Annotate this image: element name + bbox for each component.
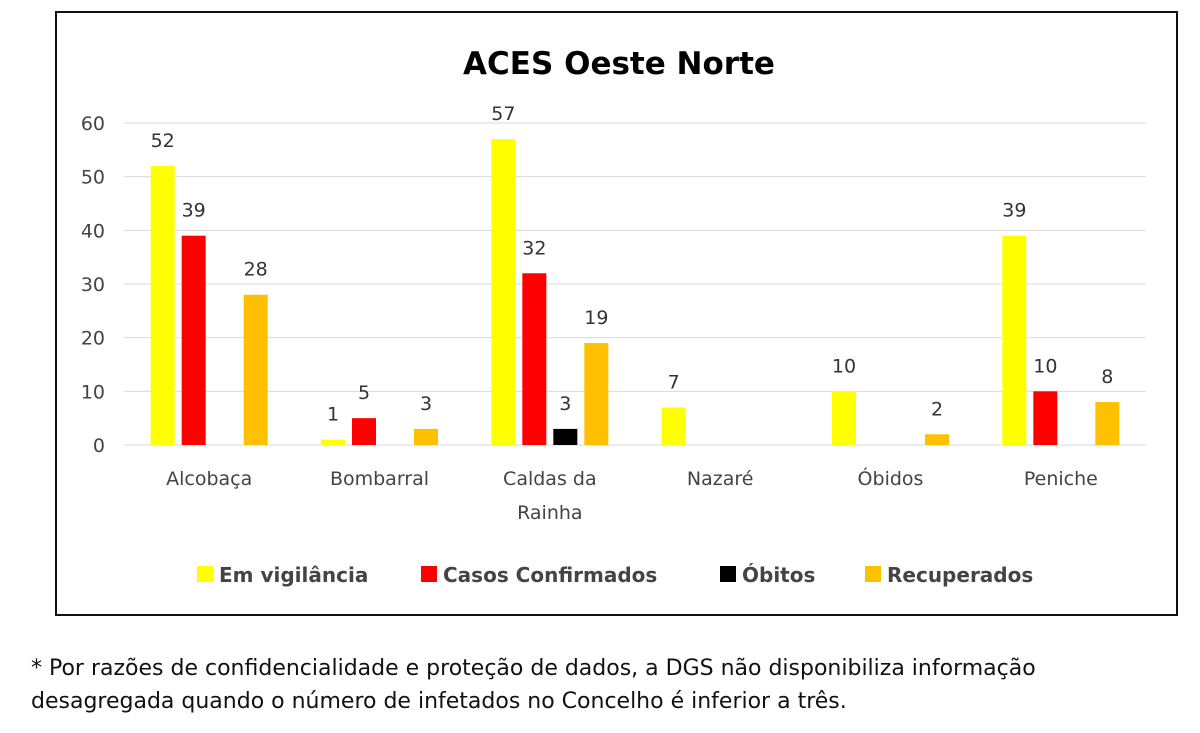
bar bbox=[352, 418, 376, 445]
bar bbox=[1095, 402, 1120, 445]
data-label: 57 bbox=[491, 103, 515, 125]
y-tick-label: 50 bbox=[81, 167, 105, 189]
bar bbox=[925, 434, 949, 445]
gridlines bbox=[124, 122, 1146, 446]
footnote-line-2: desagregada quando o número de infetados… bbox=[31, 689, 847, 714]
x-tick-label: Rainha bbox=[517, 502, 582, 524]
bar bbox=[491, 139, 516, 445]
bar bbox=[181, 235, 206, 445]
data-label: 19 bbox=[584, 307, 608, 329]
data-labels: 52 39 28 15 3 57 32 3 19 7 10 2 39 10 8 bbox=[151, 103, 1114, 426]
y-tick-label: 40 bbox=[81, 220, 105, 242]
x-tick-label: Peniche bbox=[1024, 468, 1098, 490]
x-tick-label: Nazaré bbox=[687, 468, 754, 490]
data-label: 32 bbox=[522, 237, 546, 259]
bar bbox=[1002, 235, 1027, 445]
data-label: 7 bbox=[668, 371, 680, 393]
y-tick-label: 30 bbox=[81, 274, 105, 296]
x-tick-label: Bombarral bbox=[330, 468, 429, 490]
y-tick-label: 0 bbox=[93, 435, 105, 457]
legend-swatch bbox=[197, 566, 213, 582]
bar bbox=[414, 428, 438, 445]
data-label: 10 bbox=[832, 355, 856, 377]
legend-label: Recuperados bbox=[887, 563, 1033, 587]
x-tick-label: Óbidos bbox=[858, 466, 924, 490]
bar bbox=[1033, 391, 1058, 445]
data-label: 10 bbox=[1033, 355, 1057, 377]
bars bbox=[150, 139, 1120, 445]
legend: Em vigilância Casos Confirmados Óbitos Recu… bbox=[197, 563, 1033, 587]
chart-frame: ACES Oeste Norte 0 10 20 30 40 50 60 52 39 28 1 5 3… bbox=[55, 11, 1178, 616]
footnote-line-1: * Por razões de confidencialidade e prot… bbox=[31, 656, 1036, 681]
data-label: 8 bbox=[1101, 366, 1113, 388]
legend-swatch bbox=[865, 566, 881, 582]
y-tick-label: 10 bbox=[81, 381, 105, 403]
bar bbox=[243, 294, 268, 445]
legend-label: Óbitos bbox=[742, 563, 815, 587]
bar bbox=[832, 391, 856, 445]
data-label: 1 bbox=[327, 404, 339, 426]
y-tick-label: 60 bbox=[81, 113, 105, 135]
bar bbox=[584, 343, 609, 445]
y-axis-ticks: 0 10 20 30 40 50 60 bbox=[81, 113, 105, 457]
data-label: 39 bbox=[1002, 200, 1026, 222]
bar bbox=[661, 407, 686, 445]
data-label: 3 bbox=[559, 393, 571, 415]
legend-swatch bbox=[421, 566, 437, 582]
footnote: * Por razões de confidencialidade e prot… bbox=[31, 652, 1181, 718]
data-label: 52 bbox=[151, 130, 175, 152]
legend-label: Casos Confirmados bbox=[443, 563, 657, 587]
bar bbox=[321, 439, 345, 445]
x-tick-label: Caldas da bbox=[503, 468, 597, 490]
x-tick-label: Alcobaça bbox=[166, 468, 252, 490]
bar bbox=[522, 273, 547, 445]
data-label: 28 bbox=[244, 259, 268, 281]
data-label: 39 bbox=[182, 200, 206, 222]
data-label: 5 bbox=[358, 382, 370, 404]
bar bbox=[150, 165, 175, 445]
legend-swatch bbox=[720, 566, 736, 582]
data-label: 3 bbox=[420, 393, 432, 415]
legend-label: Em vigilância bbox=[219, 563, 368, 587]
chart-title: ACES Oeste Norte bbox=[463, 46, 775, 82]
x-axis-ticks: Alcobaça Bombarral Caldas da Rainha Nazaré Ób… bbox=[166, 466, 1098, 524]
bar bbox=[553, 428, 578, 445]
y-tick-label: 20 bbox=[81, 328, 105, 350]
data-label: 2 bbox=[931, 398, 943, 420]
